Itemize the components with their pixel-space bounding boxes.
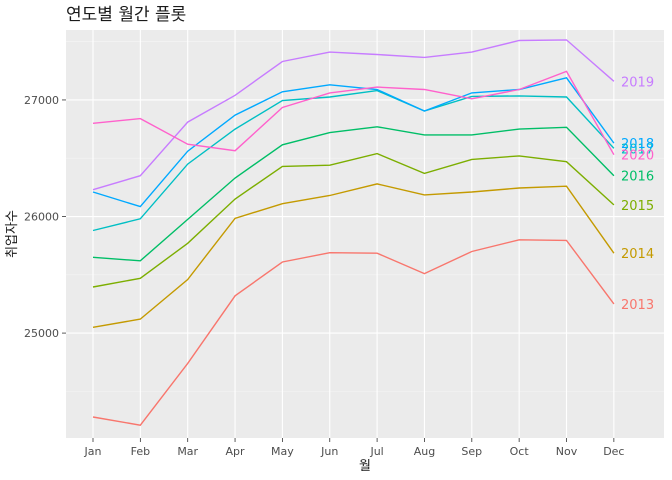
series-label-2020: 2020 xyxy=(621,149,654,164)
series-label-2014: 2014 xyxy=(621,247,654,262)
y-tick-label: 25000 xyxy=(24,327,59,340)
plot-panel xyxy=(66,30,664,438)
series-label-2015: 2015 xyxy=(621,199,654,214)
x-axis-title: 월 xyxy=(359,459,371,474)
x-tick-label: Feb xyxy=(131,445,150,458)
y-axis-title: 취업자수 xyxy=(5,210,20,258)
y-tick-label: 27000 xyxy=(24,94,59,107)
series-line-2013 xyxy=(92,239,615,426)
series-line-2016 xyxy=(92,126,615,262)
chart-title: 연도별 월간 플롯 xyxy=(66,5,186,25)
gridlines xyxy=(66,30,664,438)
series-line-2020 xyxy=(92,70,615,156)
series-line-2017 xyxy=(92,89,615,232)
x-tick-label: Apr xyxy=(226,445,246,458)
x-tick-label: Jan xyxy=(84,445,102,458)
series-line-2014 xyxy=(92,183,615,328)
series-line-2019 xyxy=(92,39,615,191)
series-label-2013: 2013 xyxy=(621,298,654,313)
x-tick-label: Jun xyxy=(320,445,338,458)
x-tick-label: Dec xyxy=(603,445,624,458)
x-tick-label: Sep xyxy=(461,445,482,458)
x-tick-label: Oct xyxy=(510,445,530,458)
series-label-2018: 2018 xyxy=(621,137,654,152)
series-line-2018 xyxy=(92,77,615,208)
series-lines xyxy=(92,39,615,426)
series-label-2019: 2019 xyxy=(621,75,654,90)
x-tick-label: May xyxy=(271,445,294,458)
x-tick-label: Nov xyxy=(556,445,578,458)
y-axis: 25000 26000 27000 xyxy=(24,94,66,340)
series-label-2017: 2017 xyxy=(621,142,654,157)
x-tick-label: Aug xyxy=(414,445,435,458)
x-tick-label: Mar xyxy=(177,445,198,458)
series-label-2016: 2016 xyxy=(621,170,654,185)
series-line-2015 xyxy=(92,152,615,288)
x-axis: Jan Feb Mar Apr May Jun Jul Aug Sep Oct Nov Dec xyxy=(84,438,624,458)
x-tick-label: Jul xyxy=(369,445,383,458)
y-tick-label: 26000 xyxy=(24,211,59,224)
